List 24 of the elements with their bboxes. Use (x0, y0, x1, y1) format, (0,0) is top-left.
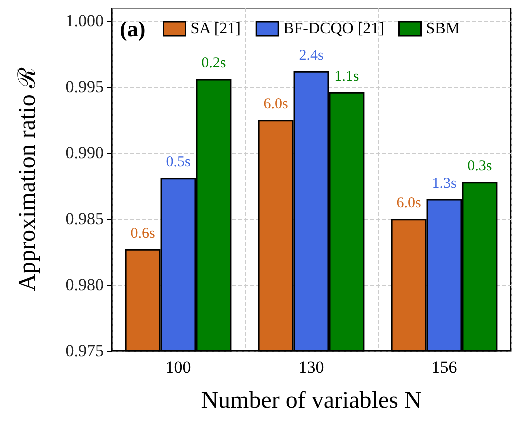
annotation: 6.0s (396, 196, 422, 212)
y-tick-label: 0.980 (66, 276, 104, 295)
annotation: 0.2s (202, 56, 226, 72)
y-tick-label: 0.990 (66, 144, 104, 163)
x-axis-title: Number of variables N (201, 388, 422, 414)
legend-label: SA [21] (190, 20, 241, 38)
x-tick-label: 156 (432, 358, 458, 377)
y-axis-title: Approximation ratio ℛ (15, 68, 41, 292)
y-tick-label: 0.995 (66, 78, 104, 97)
y-tick-label: 0.975 (66, 342, 104, 360)
x-tick-label: 100 (166, 358, 192, 377)
x-tick-label: 130 (298, 358, 324, 377)
legend-label: SBM (426, 20, 460, 38)
annotation: 2.4s (299, 48, 324, 64)
annotation: (a) (120, 16, 146, 42)
annotation: 0.5s (166, 154, 191, 171)
y-tick-label: 0.985 (66, 210, 104, 229)
annotation: 1.3s (432, 176, 457, 192)
annotation: 6.0s (264, 96, 288, 113)
annotation: 0.3s (468, 158, 492, 175)
legend-label: BF-DCQO [21] (284, 20, 384, 38)
annotation: 0.6s (130, 226, 156, 242)
annotation: 1.1s (334, 68, 360, 85)
y-tick-label: 1.000 (66, 12, 104, 31)
